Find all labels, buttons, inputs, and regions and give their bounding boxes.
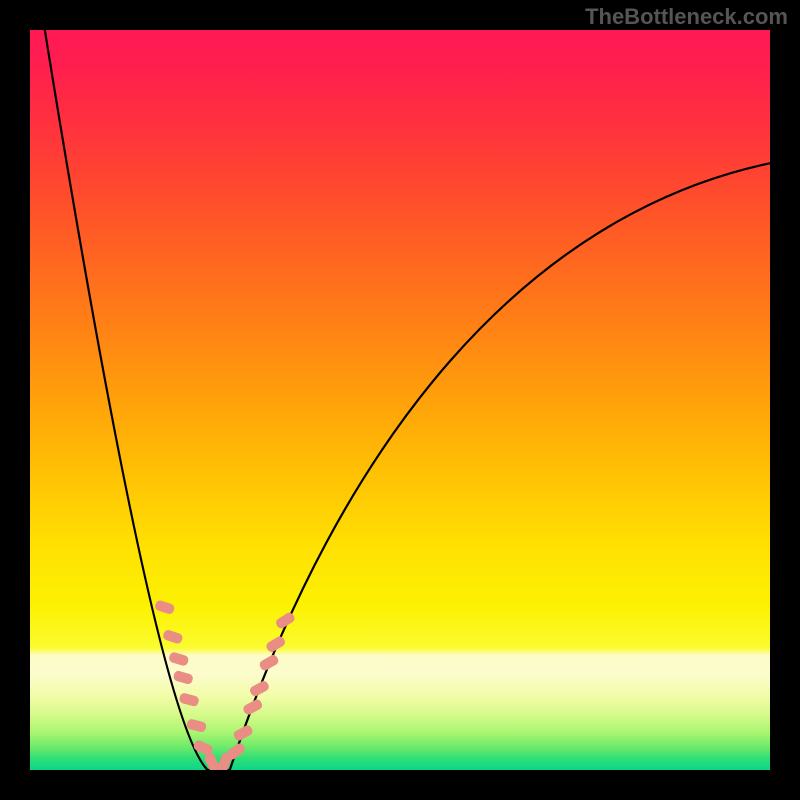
curve-marker [168,651,189,667]
curve-marker [248,680,270,698]
curve-marker [154,599,175,615]
curve-marker [173,670,194,685]
curve-marker [186,718,207,733]
curve-marker [178,692,199,707]
curve-marker [242,698,264,716]
outer-frame: TheBottleneck.com [0,0,800,800]
watermark-text: TheBottleneck.com [585,4,788,30]
plot-area [30,30,770,770]
curve-overlay [30,30,770,770]
curve-marker [232,724,254,742]
v-curve [45,30,770,770]
curve-marker [258,653,280,672]
curve-marker [162,629,183,645]
